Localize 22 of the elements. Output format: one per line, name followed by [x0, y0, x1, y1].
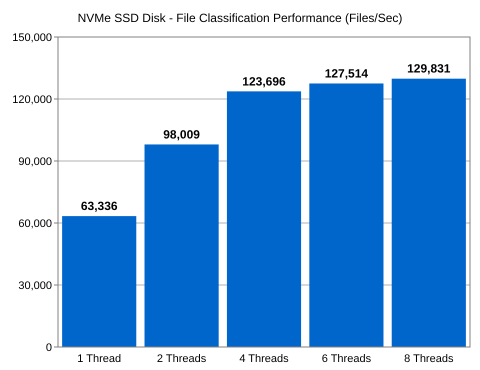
bar	[309, 83, 384, 347]
x-tick-label: 6 Threads	[322, 353, 372, 365]
y-tick-label: 0	[46, 342, 52, 354]
data-label: 127,514	[324, 66, 368, 80]
bar	[392, 78, 466, 347]
data-label: 123,696	[242, 74, 286, 88]
y-tick-label: 90,000	[18, 156, 52, 168]
x-tick-label: 2 Threads	[156, 353, 207, 365]
x-tick-label: 8 Threads	[404, 353, 454, 365]
y-tick-label: 150,000	[12, 32, 52, 44]
bar	[226, 91, 302, 347]
data-label: 98,009	[163, 127, 200, 142]
bar	[144, 144, 219, 347]
y-tick-label: 120,000	[12, 94, 52, 106]
x-tick-label: 4 Threads	[239, 353, 290, 365]
y-tick-label: 60,000	[18, 218, 52, 230]
bar	[62, 216, 136, 347]
data-label: 129,831	[407, 62, 451, 76]
y-tick-label: 30,000	[18, 280, 52, 292]
chart-title: NVMe SSD Disk - File Classification Performance (Files/Sec)	[78, 11, 402, 25]
x-tick-label: 1 Thread	[77, 353, 122, 365]
data-label: 63,336	[80, 199, 118, 214]
